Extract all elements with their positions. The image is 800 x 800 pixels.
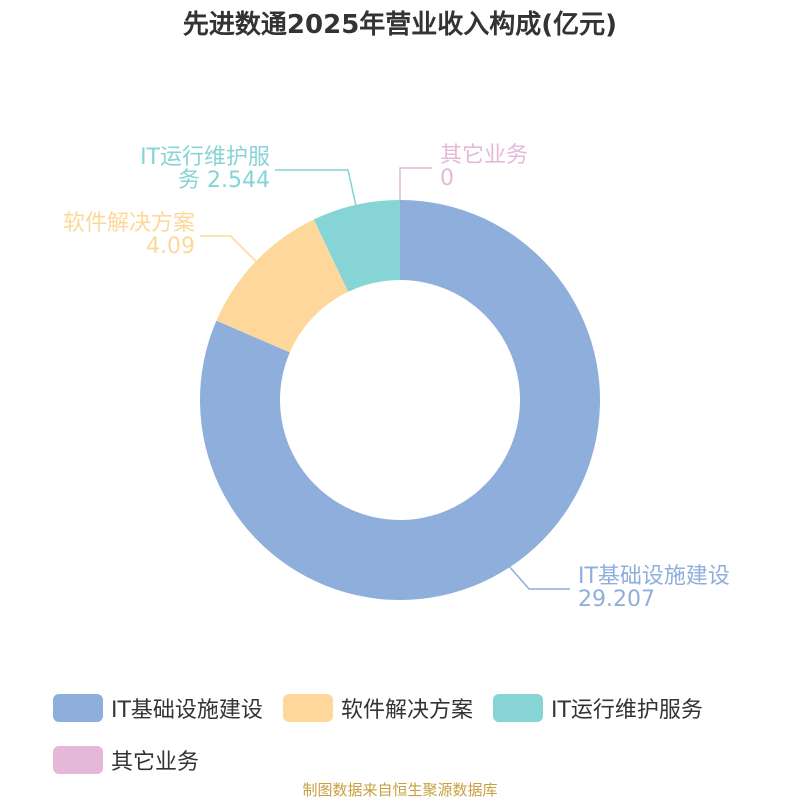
legend-label: 软件解决方案	[340, 698, 473, 723]
leader-line	[200, 235, 257, 262]
data-label: 其它业务 0	[440, 144, 540, 190]
data-label: IT运行维护服务 2.544	[120, 146, 270, 192]
legend-item[interactable]: 其它业务	[53, 744, 199, 776]
chart-title: 先进数通2025年营业收入构成(亿元)	[182, 10, 618, 40]
legend-item[interactable]: IT运行维护服务	[492, 692, 703, 724]
label-value: 0	[440, 166, 454, 191]
legend-swatch	[282, 694, 333, 722]
legend-label: IT运行维护服务	[550, 698, 703, 723]
label-value: 29.207	[578, 587, 655, 612]
legend-label: IT基础设施建设	[111, 698, 263, 723]
label-value: 4.09	[146, 234, 195, 259]
legend-swatch	[53, 746, 103, 774]
label-name: 软件解决方案	[62, 211, 195, 236]
data-label: 软件解决方案 4.09	[55, 212, 195, 258]
donut-slice	[199, 200, 600, 600]
leader-line	[399, 167, 432, 200]
leader-line	[275, 169, 357, 206]
legend-item[interactable]: IT基础设施建设	[53, 692, 263, 724]
label-name: IT运行维护服务	[140, 145, 270, 193]
legend-label: 其它业务	[111, 750, 200, 775]
legend-item[interactable]: 软件解决方案	[282, 692, 473, 724]
label-name: IT基础设施建设	[578, 564, 730, 589]
data-label: IT基础设施建设 29.207	[578, 565, 733, 611]
source-note: 制图数据来自恒生聚源数据库	[302, 781, 498, 799]
label-value: 2.544	[207, 168, 270, 193]
leader-line	[509, 566, 570, 590]
donut-slice	[216, 219, 349, 353]
donut-slice	[313, 200, 400, 292]
legend-swatch	[53, 694, 103, 722]
legend-swatch	[492, 694, 543, 722]
legend: IT基础设施建设 软件解决方案 IT运行维护服务其它业务	[53, 692, 773, 776]
label-name: 其它业务	[440, 143, 529, 168]
